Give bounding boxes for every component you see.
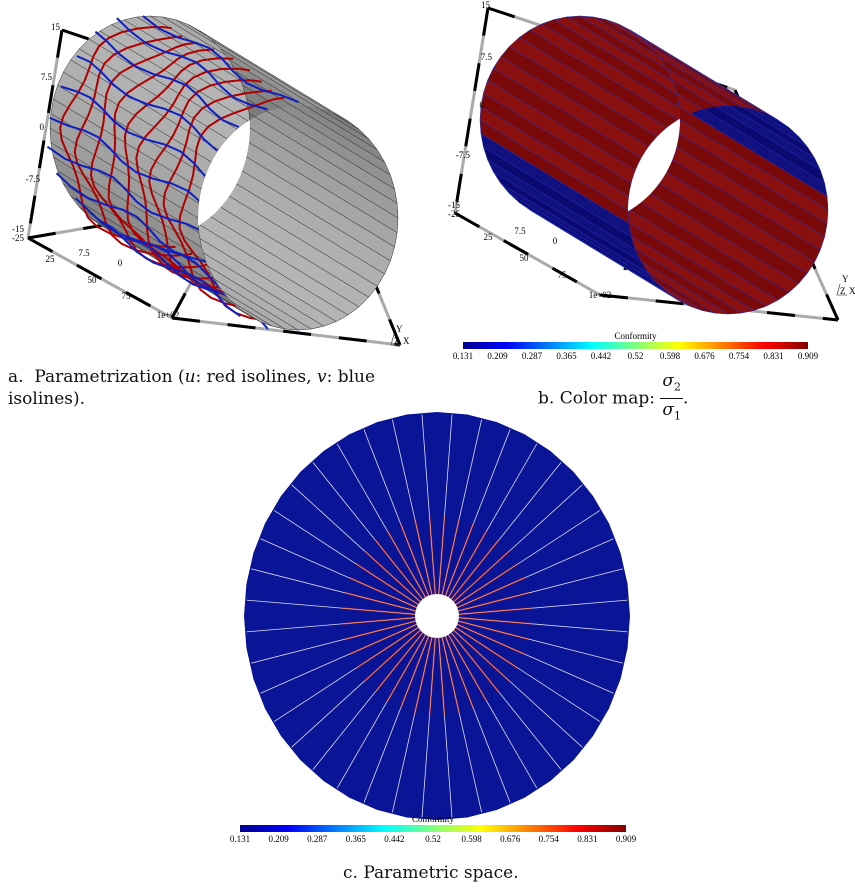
- colorbar-tick-label: 0.676: [694, 351, 715, 361]
- x-axis-label: 1e+02: [157, 310, 180, 320]
- x-axis-label: 7.5: [514, 226, 526, 236]
- x-axis-label: 1e+02: [589, 290, 612, 300]
- y-axis-label: 7.5: [41, 72, 53, 82]
- figure-graphics: 157.50-7.5-15-25257.5050751e+02YZX 157.5…: [0, 0, 855, 892]
- colorbar-title: Conformity: [615, 331, 657, 341]
- axis-triad-label: Y: [842, 274, 849, 284]
- figure: 157.50-7.5-15-25257.5050751e+02YZX 157.5…: [0, 0, 855, 892]
- colorbar-tick-label: 0.442: [591, 351, 611, 361]
- y-axis-label: 15: [51, 22, 61, 32]
- caption-c: c. Parametric space.: [343, 862, 519, 884]
- x-axis-label: 25: [46, 254, 56, 264]
- axis-triad-label: Z: [394, 336, 400, 346]
- colorbar-tick-label: 0.831: [763, 351, 783, 361]
- colorbar-tick-label: 0.365: [556, 351, 577, 361]
- colorbar-tick-label: 0.754: [729, 351, 750, 361]
- y-axis-label: -25: [12, 233, 24, 243]
- colorbar-tick-label: 0.909: [616, 834, 637, 844]
- caption-text: : red isolines,: [196, 367, 312, 387]
- colorbar-tick-label: 0.598: [461, 834, 482, 844]
- numerator: σ: [662, 371, 674, 391]
- x-axis-label: 7.5: [78, 248, 90, 258]
- caption-text: .: [683, 388, 688, 408]
- colorbar-tick-label: 0.442: [384, 834, 404, 844]
- colorbar-tick-label: 0.287: [522, 351, 543, 361]
- caption-b: b. Color map: σ2 σ1 .: [538, 370, 688, 428]
- y-axis-label: 0: [40, 122, 45, 132]
- y-axis-label: 15: [481, 0, 491, 10]
- colorbar-tick-label: 0.831: [577, 834, 597, 844]
- subscript: 1: [674, 410, 681, 423]
- colorbar: [463, 342, 808, 349]
- caption-text: Parametric space.: [363, 863, 518, 883]
- y-axis-label: 7.5: [481, 52, 493, 62]
- caption-text: Color map:: [560, 388, 655, 408]
- colorbar-tick-label: 0.754: [539, 834, 560, 844]
- x-axis-label: 50: [88, 275, 98, 285]
- colorbar-tick-label: 0.52: [425, 834, 441, 844]
- colorbar-tick-label: 0.209: [487, 351, 508, 361]
- caption-symbol: u: [185, 367, 196, 387]
- colorbar-tick-label: 0.676: [500, 834, 521, 844]
- caption-label: a.: [8, 367, 24, 387]
- x-axis-label: 75: [558, 270, 568, 280]
- caption-label: c.: [343, 863, 358, 883]
- caption-text: Parametrization (: [34, 367, 184, 387]
- x-axis-label: 75: [122, 291, 132, 301]
- x-axis-label: 0: [118, 258, 123, 268]
- caption-symbol: v: [317, 367, 327, 387]
- colorbar-tick-label: 0.287: [307, 834, 328, 844]
- colorbar-tick-label: 0.598: [660, 351, 681, 361]
- colorbar-tick-label: 0.52: [628, 351, 644, 361]
- colorbar: [240, 825, 626, 832]
- colorbar-tick-label: 0.131: [230, 834, 250, 844]
- denominator: σ: [662, 400, 674, 420]
- panel-c: Conformity 0.131 0.209 0.287 0.365 0.442 0.52 0…: [230, 412, 637, 844]
- x-axis-label: 0: [553, 236, 558, 246]
- axis-triad-label: X: [403, 336, 410, 346]
- fraction: σ2 σ1: [660, 370, 683, 428]
- colorbar-tick-label: 0.131: [453, 351, 473, 361]
- x-axis-label: 50: [520, 253, 530, 263]
- colorbar-tick-label: 0.365: [346, 834, 367, 844]
- colorbar-tick-label: 0.209: [268, 834, 289, 844]
- axis-triad-label: X: [849, 286, 855, 296]
- axis-triad-label: Z: [840, 286, 846, 296]
- subscript: 2: [674, 380, 681, 393]
- x-axis-label: 25: [484, 232, 494, 242]
- colorbar-title: Conformity: [412, 814, 454, 824]
- y-axis-label: 0: [480, 100, 485, 110]
- y-axis-label: -7.5: [456, 150, 471, 160]
- hole: [415, 594, 459, 638]
- caption-label: b.: [538, 388, 554, 408]
- y-axis-label: -7.5: [26, 174, 41, 184]
- caption-a: a. Parametrization (u: red isolines, v: …: [8, 366, 393, 410]
- axis-triad-label: Y: [396, 324, 403, 334]
- y-axis-label: -25: [448, 209, 460, 219]
- colorbar-tick-label: 0.909: [798, 351, 819, 361]
